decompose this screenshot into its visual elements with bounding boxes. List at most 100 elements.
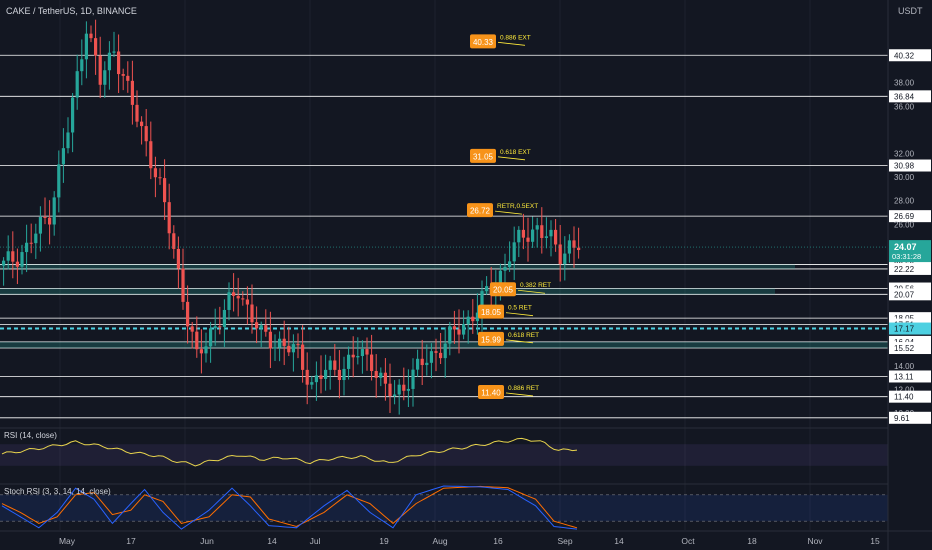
price-level-label: 30.98 <box>894 162 915 171</box>
candle-body <box>475 312 479 322</box>
candle-body <box>471 316 475 322</box>
time-tick: 17 <box>126 536 136 546</box>
fib-note: 0.382 RET <box>520 282 551 289</box>
fib-value: 18.05 <box>481 308 502 317</box>
price-level-label: 26.69 <box>894 212 915 221</box>
candle-body <box>429 351 433 363</box>
candle-body <box>498 270 502 289</box>
fib-value-box <box>478 331 504 346</box>
candle-body <box>57 164 61 198</box>
time-tick: Oct <box>681 536 695 546</box>
candle-body <box>512 242 516 262</box>
candle-body <box>218 326 222 328</box>
candle-body <box>393 394 397 396</box>
fib-note: RETR,0.5EXT <box>497 203 538 210</box>
last-price-box <box>889 240 931 263</box>
candle-body <box>439 352 443 359</box>
time-tick: 18 <box>747 536 757 546</box>
candle-body <box>411 369 415 389</box>
price-tick: 28.00 <box>894 197 915 206</box>
candle-body <box>153 168 157 178</box>
candle-body <box>117 51 121 75</box>
price-tick: 32.00 <box>894 149 915 158</box>
candle-body <box>388 383 392 396</box>
candle-body <box>296 344 300 346</box>
currency-label: USDT <box>898 6 923 16</box>
fib-connector <box>505 392 534 397</box>
price-level-label: 22.22 <box>894 265 915 274</box>
candle-body <box>112 51 116 53</box>
rsi-line <box>1 437 578 467</box>
price-level-box <box>889 390 931 403</box>
candle-body <box>209 328 213 347</box>
candle-body <box>370 354 374 372</box>
price-level-label: 40.32 <box>894 51 915 60</box>
candle-body <box>84 33 88 60</box>
time-tick: Nov <box>807 536 823 546</box>
price-level-box <box>889 288 931 301</box>
candle-body <box>291 344 295 353</box>
candle-body <box>2 260 6 266</box>
candle-body <box>342 368 346 381</box>
candle-body <box>462 324 466 335</box>
candle-body <box>43 216 47 218</box>
price-tick: 17.17 <box>894 325 915 334</box>
price-level-box <box>889 370 931 383</box>
fib-value: 40.33 <box>473 38 494 47</box>
time-tick: Jul <box>310 536 321 546</box>
candle-body <box>406 388 410 391</box>
candle-body <box>80 59 84 72</box>
candle-body <box>255 322 259 329</box>
candle-body <box>195 331 199 350</box>
candle-body <box>356 356 360 358</box>
candle-body <box>374 371 378 378</box>
time-tick: Sep <box>557 536 572 546</box>
candle-body <box>245 299 249 305</box>
candle-body <box>273 347 277 349</box>
price-tick: 38.00 <box>894 79 915 88</box>
stoch-rsi-pane: Stoch RSI (3, 3, 14, 14, close)80.0020.0… <box>0 483 915 535</box>
candle-body <box>227 292 231 310</box>
candle-body <box>250 304 254 323</box>
candle-body <box>190 326 194 332</box>
time-tick: 19 <box>379 536 389 546</box>
time-tick: 14 <box>614 536 624 546</box>
candle-body <box>282 338 286 346</box>
price-level-box <box>889 322 931 335</box>
candle-body <box>457 329 461 335</box>
candle-body <box>241 298 245 300</box>
candle-body <box>347 354 351 369</box>
candle-body <box>20 252 24 267</box>
price-level-label: 13.11 <box>894 372 914 381</box>
candle-body <box>186 301 190 327</box>
candle-body <box>199 349 203 354</box>
candle-body <box>563 253 567 265</box>
fib-note: 0.618 EXT <box>500 149 531 156</box>
fib-value: 26.72 <box>470 207 491 216</box>
price-tick: 12.00 <box>894 386 915 395</box>
candle-body <box>485 286 489 292</box>
candle-body <box>567 240 571 254</box>
price-level-box <box>889 411 931 424</box>
price-level-label: 15.52 <box>894 344 915 353</box>
candle-body <box>558 244 562 265</box>
price-level-label: 36.84 <box>894 92 915 101</box>
fib-value-box <box>470 148 496 163</box>
fib-connector <box>505 312 534 317</box>
candle-body <box>310 382 314 385</box>
candle-body <box>181 268 185 302</box>
fib-value-box <box>478 304 504 319</box>
candle-body <box>443 343 447 359</box>
candle-body <box>259 325 263 329</box>
support-zone <box>0 288 775 295</box>
symbol-title: CAKE / TetherUS, 1D, BINANCE <box>6 6 137 16</box>
candle-body <box>15 261 19 267</box>
candle-body <box>508 261 512 267</box>
candle-body <box>71 97 75 133</box>
candle-body <box>503 266 507 271</box>
candle-body <box>278 338 282 348</box>
fib-value: 11.40 <box>481 388 501 397</box>
time-tick: 16 <box>493 536 503 546</box>
candle-body <box>314 375 318 383</box>
